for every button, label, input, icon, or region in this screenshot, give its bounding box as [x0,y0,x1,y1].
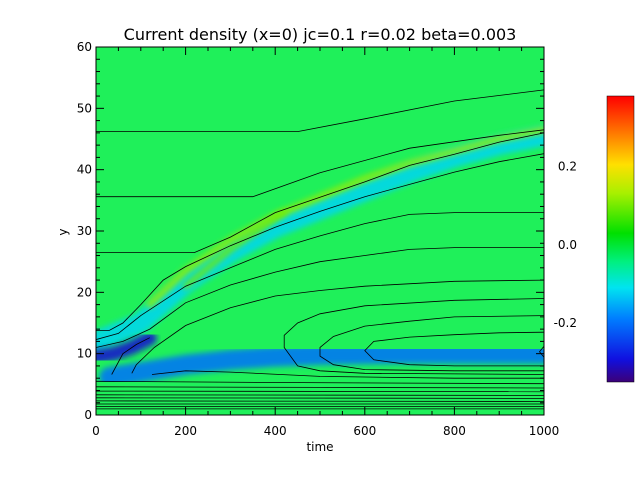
contour-line-11 [538,346,544,358]
x-tick-label: 200 [174,424,197,438]
contour-line-1 [96,129,544,198]
contour-line-12 [151,370,544,379]
y-tick-label: 60 [77,40,92,54]
contour-line-3 [96,153,544,331]
heatmap-band-positive-band-upper [146,126,544,309]
contour-line-13 [96,380,544,385]
chart-title: Current density (x=0) jc=0.1 r=0.02 beta… [124,25,517,44]
y-axis-ticks: 0 10 20 30 40 50 60 [77,40,544,422]
contour-line-0 [96,89,544,133]
colorbar-tick-label: 0.2 [558,160,577,174]
heatmap-band-negative-core-left [96,331,157,364]
contour-lines [96,89,544,410]
y-tick-label: 40 [77,163,92,177]
y-tick-label: 20 [77,285,92,299]
contour-line-8 [283,298,544,375]
contour-line-4 [96,212,544,340]
contour-line-2 [96,132,544,253]
colorbar-tick-label: 0.0 [558,238,577,252]
contour-line-5 [96,247,544,348]
contour-line-15 [96,390,544,393]
contour-line-7 [131,279,544,374]
contour-line-9 [319,315,544,372]
x-tick-label: 400 [264,424,287,438]
colorbar-tick-label: -0.2 [554,316,577,330]
y-axis-label: y [56,228,70,235]
x-tick-label: 600 [353,424,376,438]
y-tick-label: 0 [84,408,92,422]
x-tick-label: 0 [92,424,100,438]
colorbar-gradient [606,95,635,383]
x-tick-label: 800 [443,424,466,438]
x-axis-label: time [306,440,333,454]
contour-line-10 [364,331,544,367]
x-axis-ticks: 0 200 400 600 800 1000 [92,47,559,438]
contour-line-14 [96,386,544,389]
colorbar: 0.2 0.0 -0.2 [554,95,635,383]
x-tick-label: 1000 [529,424,560,438]
y-tick-label: 30 [77,224,92,238]
y-tick-label: 50 [77,101,92,115]
contour-line-18 [96,400,544,402]
contour-line-6 [111,337,150,375]
y-tick-label: 10 [77,347,92,361]
colorbar-ticks: 0.2 0.0 -0.2 [554,160,577,331]
plot-area: 0 200 400 600 800 1000 0 10 20 30 40 50 60 [77,40,560,438]
contour-line-16 [96,394,544,396]
contour-line-17 [96,397,544,399]
heatmap-band-positive-wedge [182,209,288,290]
